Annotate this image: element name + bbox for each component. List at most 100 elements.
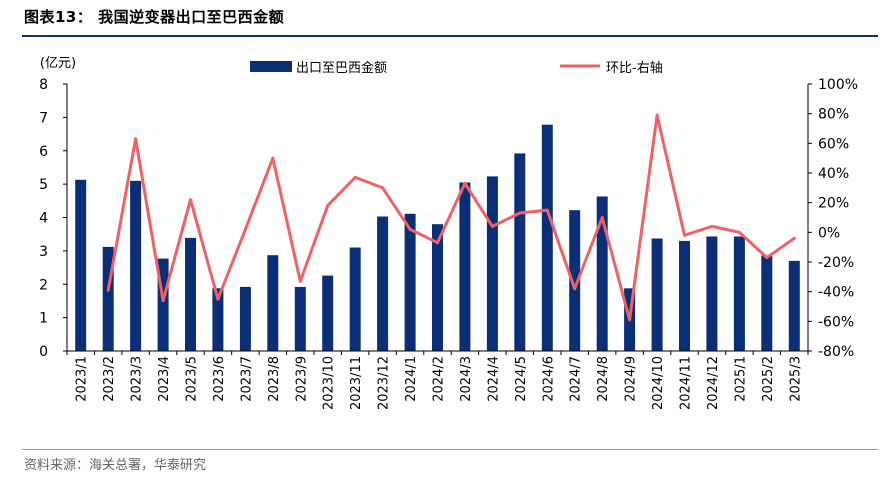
y-right-tick-label: 40% [818,166,849,182]
x-tick-label: 2023/1 [75,356,90,402]
bar [239,286,251,351]
bar [459,182,471,351]
y-right-tick-label: 80% [818,107,849,123]
y-left-tick-label: 7 [39,110,48,126]
x-tick-label: 2025/2 [761,356,776,402]
x-tick-label: 2023/10 [322,356,337,410]
bar [212,288,224,351]
title-divider [22,35,878,37]
legend-bar-label: 出口至巴西金额 [296,60,387,76]
line-point [600,216,604,219]
source-note: 资料来源：海关总署，华泰研究 [24,458,207,473]
y-right-tick-label: -80% [818,344,854,360]
y-right-tick-label: 100% [818,77,858,93]
line-point [408,227,412,231]
x-tick-label: 2024/3 [459,356,474,402]
x-tick-label: 2023/4 [157,356,172,402]
line-point [134,137,138,141]
y-left-tick-label: 1 [39,311,48,327]
bar [404,213,416,351]
y-right-tick-label: 0% [818,225,840,241]
bar [349,247,361,351]
y-right-tick-label: 20% [818,196,849,212]
x-tick-label: 2024/5 [514,356,529,402]
line-point [655,113,659,117]
x-tick-label: 2024/4 [486,356,501,402]
y-left-tick-label: 3 [39,244,48,260]
y-left-tick-label: 8 [39,77,48,93]
x-tick-label: 2024/6 [541,356,556,402]
bar [377,216,389,351]
x-tick-label: 2024/7 [569,356,584,402]
y-left-tick-label: 4 [39,211,48,227]
line-point [326,204,330,208]
line-point [353,175,357,179]
bar [514,153,526,351]
bar [185,237,196,351]
x-tick-label: 2025/1 [733,356,748,402]
line-point [161,299,165,303]
y-left-tick-label: 0 [39,344,48,360]
line-point [518,211,522,215]
x-tick-label: 2024/1 [404,356,419,402]
line-point [271,156,275,160]
line-point [243,227,247,231]
bar [541,124,553,351]
line-point [628,318,632,322]
legend-line-label: 环比-右轴 [606,61,663,76]
bar [788,260,800,351]
bar [267,255,279,351]
x-tick-label: 2023/12 [377,356,392,410]
x-tick-label: 2024/9 [624,356,639,402]
x-tick-label: 2023/7 [239,356,254,402]
figure-title: 图表13： 我国逆变器出口至巴西金额 [24,8,285,26]
line-point [189,198,192,202]
bar [651,238,663,351]
line-point [737,230,741,234]
x-tick-label: 2023/6 [212,356,227,402]
bar [322,275,334,351]
y-right-tick-label: -40% [818,285,854,301]
x-tick-label: 2024/2 [432,356,447,402]
line-point [573,287,577,291]
bar [761,255,773,351]
x-tick-label: 2023/9 [294,356,309,402]
bar [679,240,690,351]
x-tick-label: 2024/12 [706,356,721,410]
line-point [298,279,302,283]
y-left-tick-label: 2 [39,277,48,293]
x-tick-label: 2023/3 [130,356,145,402]
bar [706,236,718,351]
x-tick-label: 2024/10 [651,356,666,410]
x-tick-label: 2024/11 [679,356,694,410]
bar [102,246,114,351]
y-left-tick-label: 6 [39,144,48,160]
bar [569,210,581,351]
legend-bar-swatch [250,61,292,72]
y-right-tick-label: -20% [818,255,854,271]
line-point [792,236,796,240]
line-point [710,224,714,228]
bar [75,179,87,351]
line-point [683,233,686,237]
bar [157,258,169,351]
bar [294,286,306,351]
bar [596,196,608,351]
y-left-axis-label: (亿元) [40,56,76,71]
x-tick-label: 2023/5 [185,356,200,402]
x-tick-label: 2023/11 [349,356,364,410]
y-left-tick-label: 5 [39,177,48,193]
line-point [381,186,385,190]
line-point [765,256,769,260]
x-tick-label: 2025/3 [788,356,803,402]
line-point [545,208,549,212]
line-series-mom [106,113,796,322]
y-right-tick-label: 60% [818,136,849,152]
x-tick-label: 2023/8 [267,356,282,402]
x-tick-label: 2023/2 [102,356,117,402]
line-point [463,181,467,185]
line-point [490,224,494,228]
y-right-tick-label: -60% [818,314,854,330]
line-point [436,241,439,245]
